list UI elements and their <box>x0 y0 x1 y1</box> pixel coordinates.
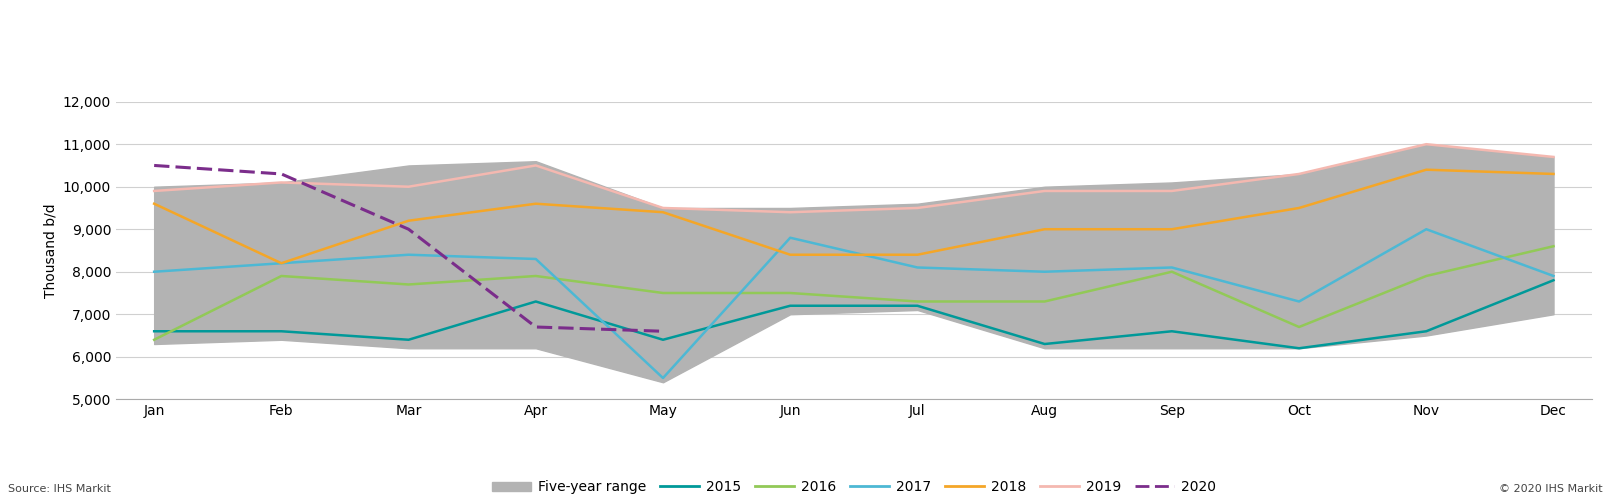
2015 <box>1289 345 1308 351</box>
2016 <box>400 282 419 288</box>
2017 <box>1162 264 1181 270</box>
2015 <box>1034 341 1054 347</box>
2018 <box>1289 205 1308 211</box>
2018 <box>1416 167 1435 173</box>
2018 <box>1543 171 1563 177</box>
2019 <box>145 188 164 194</box>
Line: 2018: 2018 <box>155 170 1553 263</box>
2017 <box>1034 269 1054 275</box>
2015 <box>781 303 801 309</box>
2018 <box>654 209 673 215</box>
Text: © 2020 IHS Markit: © 2020 IHS Markit <box>1500 484 1603 494</box>
2020 <box>654 328 673 334</box>
2017 <box>1289 299 1308 305</box>
2020 <box>527 324 546 330</box>
2019 <box>1289 171 1308 177</box>
2015 <box>400 337 419 343</box>
2016 <box>781 290 801 296</box>
2018 <box>145 201 164 207</box>
2015 <box>145 328 164 334</box>
Legend: Five-year range, 2015, 2016, 2017, 2018, 2019, 2020: Five-year range, 2015, 2016, 2017, 2018,… <box>487 475 1221 496</box>
Line: 2016: 2016 <box>155 246 1553 340</box>
2017 <box>1416 226 1435 232</box>
2019 <box>654 205 673 211</box>
2016 <box>907 299 926 305</box>
2017 <box>527 256 546 262</box>
2016 <box>272 273 292 279</box>
2019 <box>1034 188 1054 194</box>
2017 <box>1543 273 1563 279</box>
2016 <box>1162 269 1181 275</box>
2017 <box>907 264 926 270</box>
2016 <box>1543 243 1563 249</box>
2018 <box>272 260 292 266</box>
2018 <box>1162 226 1181 232</box>
2016 <box>654 290 673 296</box>
2017 <box>781 235 801 241</box>
2018 <box>400 218 419 224</box>
2016 <box>527 273 546 279</box>
2019 <box>400 184 419 189</box>
2019 <box>907 205 926 211</box>
2017 <box>654 375 673 381</box>
Line: 2015: 2015 <box>155 280 1553 348</box>
2018 <box>527 201 546 207</box>
Line: 2017: 2017 <box>155 229 1553 378</box>
2015 <box>1162 328 1181 334</box>
Text: China crude imports: China crude imports <box>11 16 216 34</box>
2015 <box>527 299 546 305</box>
2015 <box>1416 328 1435 334</box>
2016 <box>1289 324 1308 330</box>
2018 <box>1034 226 1054 232</box>
2018 <box>907 252 926 258</box>
2015 <box>907 303 926 309</box>
Text: Source: IHS Markit: Source: IHS Markit <box>8 484 111 494</box>
2016 <box>145 337 164 343</box>
2018 <box>781 252 801 258</box>
2016 <box>1034 299 1054 305</box>
2020 <box>400 226 419 232</box>
Line: 2020: 2020 <box>155 166 664 331</box>
2019 <box>272 180 292 186</box>
2017 <box>272 260 292 266</box>
2017 <box>400 252 419 258</box>
Y-axis label: Thousand b/d: Thousand b/d <box>43 203 58 298</box>
2020 <box>145 163 164 169</box>
2015 <box>272 328 292 334</box>
Line: 2019: 2019 <box>155 144 1553 212</box>
2020 <box>272 171 292 177</box>
2019 <box>781 209 801 215</box>
2019 <box>1543 154 1563 160</box>
2016 <box>1416 273 1435 279</box>
2019 <box>527 163 546 169</box>
2015 <box>654 337 673 343</box>
2017 <box>145 269 164 275</box>
2015 <box>1543 277 1563 283</box>
2019 <box>1416 141 1435 147</box>
2019 <box>1162 188 1181 194</box>
